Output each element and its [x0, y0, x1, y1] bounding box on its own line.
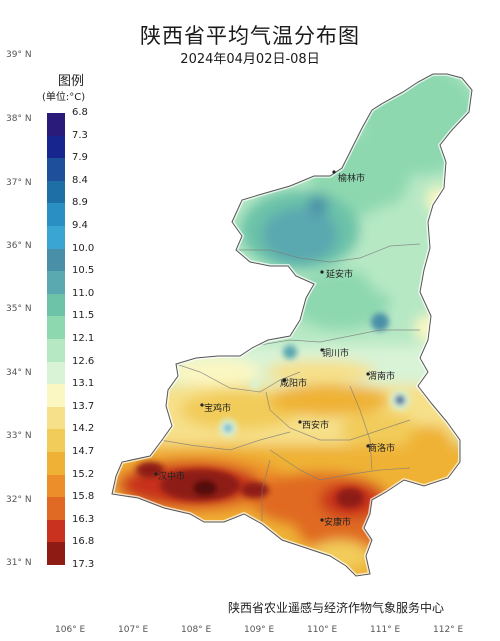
legend-label: 15.2 [72, 468, 95, 480]
city-labels: 榆林市 延安市 铜川市 咸阳市 渭南市 宝鸡市 西安市 商洛市 汉中市 安康市 [158, 172, 395, 528]
legend-label: 12.6 [72, 355, 95, 367]
legend-swatch [47, 248, 65, 272]
lat-label: 32° N [6, 495, 32, 505]
lat-label: 37° N [6, 178, 32, 188]
legend-label: 17.3 [72, 559, 95, 570]
legend-label: 12.1 [72, 333, 95, 344]
city-label-weinan: 渭南市 [368, 370, 395, 382]
legend-unit: (单位:°C) [42, 92, 86, 103]
legend-title: 图例 [58, 74, 85, 89]
legend-swatch [47, 203, 65, 226]
lat-label: 39° N [6, 50, 32, 60]
lat-label: 31° N [6, 558, 32, 568]
lat-label: 35° N [6, 304, 32, 314]
legend-swatch [47, 339, 65, 362]
legend-swatch [47, 474, 65, 498]
city-label-shangluo: 商洛市 [368, 442, 395, 454]
legend-label: 7.9 [72, 152, 88, 164]
legend-label: 14.7 [72, 446, 95, 457]
lat-label: 36° N [6, 241, 32, 251]
legend-swatch [47, 429, 65, 452]
legend-label: 16.3 [72, 513, 95, 525]
legend-swatch [47, 158, 65, 181]
legend-label: 6.8 [72, 107, 88, 118]
legend-swatch [47, 271, 65, 294]
legend-swatch [47, 497, 65, 520]
legend-swatch [47, 361, 65, 385]
legend-label: 8.9 [72, 197, 88, 209]
legend-swatch [47, 316, 65, 339]
legend-label: 13.1 [72, 378, 95, 390]
lon-label: 107° E [118, 625, 149, 635]
city-label-baoji: 宝鸡市 [204, 402, 231, 414]
map-title: 陕西省平均气温分布图 [140, 24, 360, 48]
city-label-ankang: 安康市 [324, 516, 351, 528]
legend-label: 11.0 [72, 287, 95, 299]
legend-label: 7.3 [72, 129, 88, 141]
legend-swatch [47, 519, 65, 543]
lon-label: 112° E [433, 625, 464, 635]
legend-swatch [47, 226, 65, 249]
legend-label: 14.2 [72, 423, 95, 435]
legend-label: 9.4 [72, 220, 88, 231]
lon-label: 109° E [244, 625, 275, 635]
legend-swatch [47, 113, 65, 136]
lon-label: 108° E [181, 625, 212, 635]
legend-label: 15.8 [72, 491, 95, 503]
lon-label: 106° E [55, 625, 86, 635]
legend-swatch [47, 293, 65, 317]
legend-label: 10.5 [72, 265, 95, 277]
legend-swatch [47, 135, 65, 159]
city-markers [154, 170, 370, 522]
lon-label: 111° E [370, 625, 401, 635]
map-subtitle: 2024年04月02日-08日 [180, 52, 320, 67]
legend-swatch [47, 542, 65, 565]
temperature-field [112, 74, 472, 576]
city-label-hanzhong: 汉中市 [158, 470, 185, 482]
lat-label: 38° N [6, 114, 32, 124]
lat-label: 34° N [6, 368, 32, 378]
legend-label: 16.8 [72, 536, 95, 548]
credit-text: 陕西省农业遥感与经济作物气象服务中心 [228, 601, 445, 615]
city-label-tongchuan: 铜川市 [322, 347, 349, 359]
lon-label: 110° E [307, 625, 338, 635]
legend-swatch [47, 384, 65, 407]
lat-label: 33° N [6, 431, 32, 441]
city-label-yulin: 榆林市 [338, 172, 365, 184]
legend-swatch [47, 406, 65, 430]
city-label-xianyang: 咸阳市 [280, 377, 307, 389]
city-label-yanan: 延安市 [326, 268, 353, 280]
legend-swatch [47, 452, 65, 475]
legend-label: 10.0 [72, 242, 95, 254]
legend-label: 8.4 [72, 174, 88, 186]
legend-swatch [47, 180, 65, 204]
legend-label: 11.5 [72, 310, 95, 322]
legend-label: 13.7 [72, 400, 95, 412]
city-label-xian: 西安市 [302, 419, 329, 431]
